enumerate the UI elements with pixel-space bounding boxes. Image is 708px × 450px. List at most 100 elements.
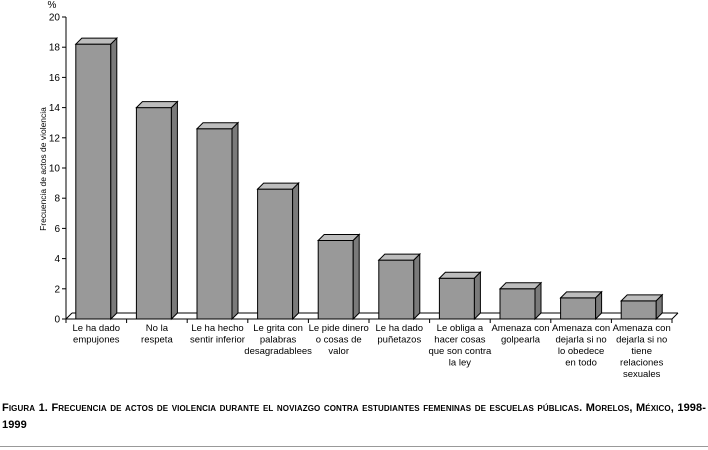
bar [498,281,543,321]
x-category-label-line: Amenaza con [491,323,549,334]
y-ticks: 0 2 4 6 8 10 12 14 16 18 20 [49,13,66,326]
x-category-label-line: valor [328,346,349,357]
x-category-label: No la respeta [141,323,173,346]
x-category-label-line: lo obedece [558,346,604,357]
bar [316,233,361,321]
y-tick-label: 0 [54,315,60,326]
bar-front [135,107,172,320]
x-category-label-line: que son contra [428,346,492,357]
y-axis-title: Frecuencia de actos de violencia [38,107,48,231]
bar-top [316,233,361,241]
x-category-label-line: Le ha dado [73,323,121,334]
x-category-label-line: golpearla [501,335,541,346]
y-tick-label: 4 [54,254,60,265]
floor-right-edge [671,312,679,320]
bar-top [74,37,119,45]
bar-top [438,271,482,279]
divider [0,446,708,447]
bar-front [257,188,294,320]
x-category-label-line: Le ha dado [376,323,424,334]
bar-top [195,122,240,130]
bar-top [559,291,603,299]
x-category-label: Amenaza con golpearla [491,323,549,346]
bar-top [135,101,179,109]
x-category-label-line: Le pide dinero [309,323,369,334]
bar-top [498,282,543,290]
x-category-label-line: No la [146,323,169,334]
bar-side [352,233,360,321]
x-category-label-line: sexuales [623,369,661,380]
y-tick-label: 10 [49,164,61,175]
bar-chart: % Frecuencia de actos de violencia 0 2 4 6 8… [38,0,679,380]
bar-side [413,252,421,321]
x-category-label-line: relaciones [620,358,664,369]
bar-side [655,293,663,321]
bars [74,36,664,321]
x-category-label-line: dejarla si no [616,335,667,346]
bar-side [231,121,239,321]
x-category-label-line: empujones [73,335,120,346]
x-category-label: Le ha dado puñetazos [376,323,424,346]
x-category-label-line: respeta [141,335,173,346]
x-category-label-line: Le grita con [253,323,303,334]
x-category-label-line: puñetazos [377,335,421,346]
bar [559,290,603,321]
x-category-label: Le pide dinero o cosas de valor [309,323,369,357]
bar-front [560,297,597,320]
bar [438,271,482,321]
x-category-label-line: Le ha hecho [191,323,243,334]
bar-front [317,239,354,320]
bar-front [196,128,233,320]
y-tick-label: 18 [49,43,61,54]
x-category-label-line: o cosas de [316,335,362,346]
x-category-label-line: dejarla si no [555,335,606,346]
x-category-label-line: tiene [631,346,652,357]
x-category-label-line: palabras [260,335,297,346]
bar-side [534,281,542,321]
bar-side [170,100,178,321]
x-category-label: Le ha hecho sentir inferior [190,323,245,346]
x-category-label-line: Le obliga a [437,323,484,334]
bar-side [292,181,300,321]
bar-front [499,288,536,320]
bar [74,36,119,321]
x-category-label-line: la ley [449,358,471,369]
y-tick-label: 6 [54,224,60,235]
bar [195,121,240,321]
x-category-label: Amenaza con dejarla si no lo obedece en tod… [552,323,610,369]
y-tick-label: 20 [49,13,61,24]
y-tick-label: 8 [54,194,60,205]
y-tick-label: 16 [49,73,61,84]
x-category-label-line: Amenaza con [552,323,610,334]
x-category-label-line: desagradablees [244,346,312,357]
y-tick-label: 14 [49,103,61,114]
x-category-label: Le grita con palabras desagradablees [244,323,312,357]
floor-left-edge [65,312,73,320]
x-category-label-line: hacer cosas [434,335,485,346]
bar-top [619,294,664,302]
figure-caption: Figura 1. Frecuencia de actos de violenc… [2,402,706,431]
bar-side [473,271,481,321]
x-category-label-line: en todo [565,358,597,369]
bar-front [378,259,415,320]
bar-top [377,253,422,261]
bar [256,181,300,321]
bar-side [595,290,603,321]
bar [377,252,422,321]
bar-top [256,182,300,190]
bar [135,100,179,321]
x-category-label: Amenaza con dejarla si no tiene relaciones s… [613,323,671,380]
bar-front [620,300,657,320]
x-category-label: Le ha dado empujones [73,323,121,346]
x-category-label: Le obliga a hacer cosas que son contra la l… [428,323,492,369]
y-tick-label: 2 [54,284,60,295]
y-axis-unit-label: % [48,0,57,11]
bar-front [75,43,112,320]
x-category-label-line: Amenaza con [613,323,671,334]
y-tick-label: 12 [49,133,61,144]
bar [619,293,664,321]
bar-side [110,36,118,321]
x-category-label-line: sentir inferior [190,335,245,346]
bar-front [438,277,475,320]
